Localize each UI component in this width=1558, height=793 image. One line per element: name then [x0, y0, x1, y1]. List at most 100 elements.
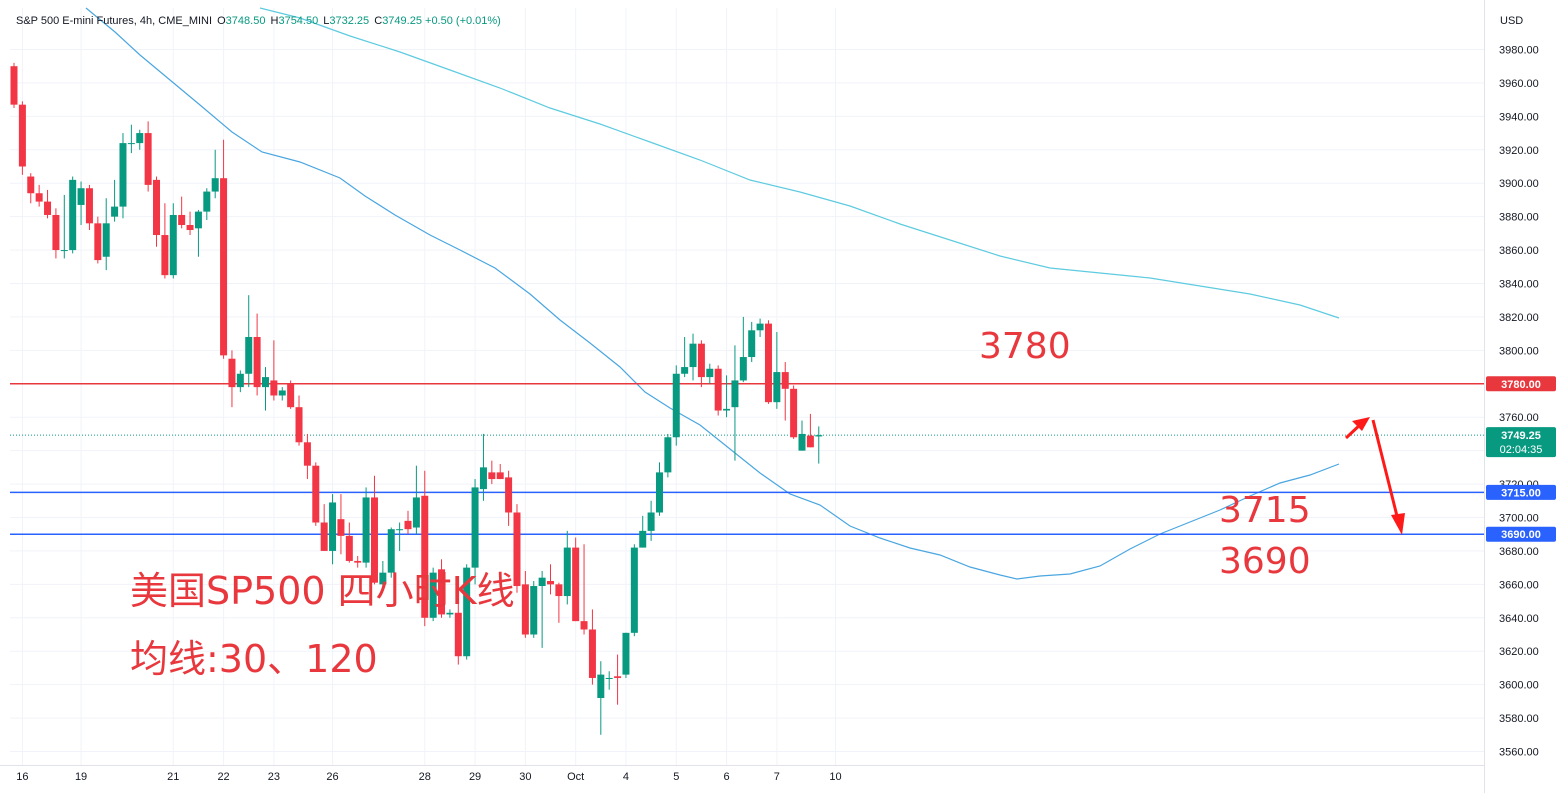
price-tick-label: 3760.00: [1499, 412, 1539, 424]
candle-body: [588, 629, 596, 678]
candle: [588, 609, 596, 685]
time-tick-label: 28: [419, 771, 431, 783]
candle-body: [471, 487, 479, 568]
candle: [337, 494, 345, 555]
candle-body: [18, 104, 26, 167]
candle: [815, 426, 823, 464]
candle-body: [253, 336, 261, 388]
candle: [52, 208, 60, 259]
candle: [236, 370, 244, 393]
candle: [35, 184, 43, 207]
candle-body: [538, 577, 546, 587]
resistance-price-tag: 3780.00: [1501, 379, 1541, 391]
candle-body: [798, 433, 806, 451]
candle-body: [337, 519, 345, 536]
candle-body: [144, 133, 152, 185]
last-price-tag: 3749.25: [1501, 430, 1541, 442]
close-label: C: [374, 15, 383, 27]
support1-price-tag-bg: [1486, 484, 1556, 500]
candle-body: [127, 143, 135, 145]
low-label: L: [323, 15, 330, 27]
candle-body: [27, 176, 35, 194]
price-tick-label: 3560.00: [1499, 747, 1539, 759]
candle: [320, 504, 328, 551]
candle-body: [370, 497, 378, 583]
candle: [748, 321, 756, 363]
support2-annotation: 3690: [1219, 541, 1311, 582]
candle-body: [454, 612, 462, 657]
candle: [463, 564, 471, 660]
candle: [639, 515, 647, 548]
candle: [94, 216, 102, 264]
high-value: 3754.50: [278, 15, 319, 27]
candle: [622, 632, 630, 678]
price-tick-label: 3820.00: [1499, 312, 1539, 324]
candle-body: [438, 569, 446, 615]
candle: [681, 336, 689, 378]
candle: [429, 567, 437, 622]
price-tick-label: 3860.00: [1499, 245, 1539, 257]
candle: [697, 340, 705, 388]
candle-body: [488, 472, 496, 480]
open-label: O: [217, 15, 226, 27]
candle: [672, 365, 680, 446]
candle: [781, 362, 789, 421]
arrow-up-head: [1352, 417, 1370, 431]
candle-body: [731, 380, 739, 408]
candle: [605, 671, 613, 690]
candle: [731, 345, 739, 461]
candle: [547, 564, 555, 595]
candle-body: [77, 188, 85, 205]
candle-body: [714, 368, 722, 411]
candle-body: [429, 572, 437, 618]
candle: [446, 609, 454, 618]
candle: [354, 555, 362, 568]
candle-body: [555, 584, 563, 597]
candle: [505, 470, 513, 526]
candle-body: [119, 143, 127, 207]
candle: [27, 173, 35, 204]
ma120-line: [259, 7, 1340, 319]
time-tick-label: 21: [167, 771, 179, 783]
symbol-title: S&P 500 E-mini Futures, 4h, CME_MINI: [16, 15, 213, 27]
candle: [111, 179, 119, 222]
candle: [44, 189, 52, 219]
candle: [723, 375, 731, 418]
price-tick-label: 3700.00: [1499, 513, 1539, 525]
candle: [597, 661, 605, 735]
candle-body: [756, 323, 764, 331]
candle-body: [102, 223, 110, 257]
candle-body: [697, 343, 705, 378]
candle: [136, 129, 144, 150]
resistance-price-tag-bg: [1486, 376, 1556, 392]
candle: [471, 479, 479, 585]
candle: [412, 465, 420, 535]
price-axis: 3560.00 3580.00 3600.00 3620.00 3640.00 3660.…: [1499, 45, 1539, 759]
candle-body: [647, 512, 655, 531]
high-label: H: [270, 15, 279, 27]
candle-body: [773, 372, 781, 403]
candle-body: [295, 407, 303, 443]
candle-body: [303, 442, 311, 466]
candle: [102, 198, 110, 271]
candle: [295, 395, 303, 446]
candle-body: [94, 223, 102, 261]
candle: [806, 413, 814, 448]
candle: [572, 537, 580, 622]
candle-body: [689, 343, 697, 368]
candle: [706, 363, 714, 384]
candle: [513, 504, 521, 593]
candle-body: [739, 357, 747, 381]
candle-body: [748, 330, 756, 358]
candle-body: [261, 377, 269, 388]
candle-body: [362, 497, 370, 563]
candle: [245, 295, 253, 388]
candle-body: [672, 373, 680, 438]
candle: [85, 184, 93, 231]
candle-body: [396, 529, 404, 531]
time-tick-label: 10: [829, 771, 841, 783]
change-value: +0.50 (+0.01%): [425, 15, 501, 27]
candle-body: [387, 529, 395, 573]
candle-body: [220, 178, 228, 356]
